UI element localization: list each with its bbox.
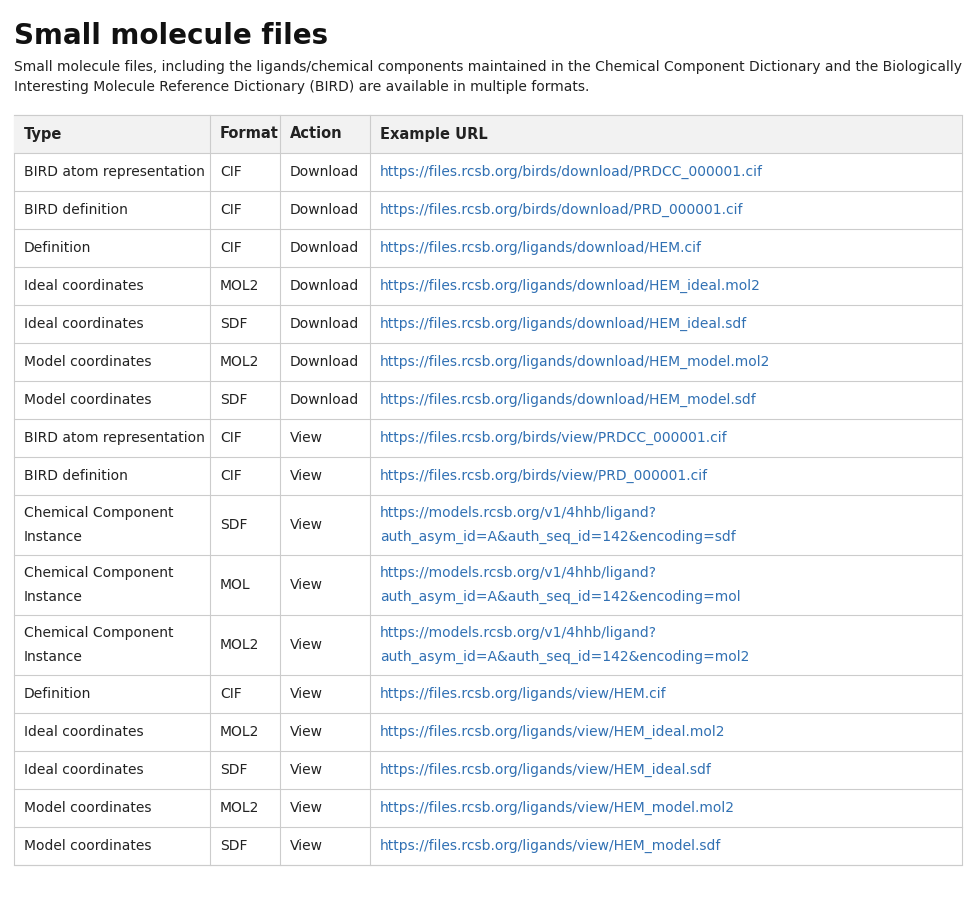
Text: CIF: CIF — [220, 687, 242, 701]
Text: Definition: Definition — [24, 241, 92, 255]
Text: https://models.rcsb.org/v1/4hhb/ligand?: https://models.rcsb.org/v1/4hhb/ligand? — [380, 506, 657, 520]
Text: https://files.rcsb.org/ligands/download/HEM_ideal.mol2: https://files.rcsb.org/ligands/download/… — [380, 279, 761, 293]
Text: https://files.rcsb.org/ligands/download/HEM_model.sdf: https://files.rcsb.org/ligands/download/… — [380, 393, 756, 407]
Text: Download: Download — [290, 355, 359, 369]
Text: Type: Type — [24, 126, 62, 141]
Text: Chemical Component: Chemical Component — [24, 626, 174, 640]
Text: Ideal coordinates: Ideal coordinates — [24, 763, 143, 777]
Text: https://files.rcsb.org/ligands/download/HEM.cif: https://files.rcsb.org/ligands/download/… — [380, 241, 702, 255]
Text: BIRD atom representation: BIRD atom representation — [24, 165, 205, 179]
Bar — [14, 115, 962, 153]
Text: Small molecule files: Small molecule files — [14, 22, 328, 50]
Text: View: View — [290, 578, 323, 592]
Text: https://files.rcsb.org/birds/view/PRDCC_000001.cif: https://files.rcsb.org/birds/view/PRDCC_… — [380, 431, 728, 445]
Text: https://files.rcsb.org/ligands/view/HEM.cif: https://files.rcsb.org/ligands/view/HEM.… — [380, 687, 667, 701]
Text: Ideal coordinates: Ideal coordinates — [24, 279, 143, 293]
Text: MOL2: MOL2 — [220, 638, 260, 652]
Text: Download: Download — [290, 393, 359, 407]
Text: CIF: CIF — [220, 165, 242, 179]
Text: Instance: Instance — [24, 530, 83, 544]
Text: Download: Download — [290, 279, 359, 293]
Text: BIRD atom representation: BIRD atom representation — [24, 431, 205, 445]
Text: CIF: CIF — [220, 241, 242, 255]
Text: Ideal coordinates: Ideal coordinates — [24, 725, 143, 739]
Text: https://files.rcsb.org/ligands/view/HEM_ideal.sdf: https://files.rcsb.org/ligands/view/HEM_… — [380, 763, 712, 777]
Text: Example URL: Example URL — [380, 126, 488, 141]
Text: Download: Download — [290, 241, 359, 255]
Text: View: View — [290, 763, 323, 777]
Text: Model coordinates: Model coordinates — [24, 355, 151, 369]
Text: https://files.rcsb.org/ligands/view/HEM_model.sdf: https://files.rcsb.org/ligands/view/HEM_… — [380, 839, 721, 853]
Text: MOL2: MOL2 — [220, 801, 260, 815]
Text: Download: Download — [290, 203, 359, 217]
Text: https://models.rcsb.org/v1/4hhb/ligand?: https://models.rcsb.org/v1/4hhb/ligand? — [380, 626, 657, 640]
Text: https://files.rcsb.org/ligands/view/HEM_model.mol2: https://files.rcsb.org/ligands/view/HEM_… — [380, 801, 735, 815]
Text: SDF: SDF — [220, 839, 248, 853]
Text: View: View — [290, 638, 323, 652]
Text: BIRD definition: BIRD definition — [24, 469, 128, 483]
Text: https://files.rcsb.org/birds/download/PRDCC_000001.cif: https://files.rcsb.org/birds/download/PR… — [380, 165, 763, 179]
Text: MOL2: MOL2 — [220, 355, 260, 369]
Text: auth_asym_id=A&auth_seq_id=142&encoding=mol2: auth_asym_id=A&auth_seq_id=142&encoding=… — [380, 650, 750, 664]
Text: View: View — [290, 518, 323, 532]
Text: MOL2: MOL2 — [220, 279, 260, 293]
Text: View: View — [290, 687, 323, 701]
Text: Model coordinates: Model coordinates — [24, 839, 151, 853]
Text: CIF: CIF — [220, 431, 242, 445]
Text: View: View — [290, 725, 323, 739]
Text: MOL2: MOL2 — [220, 725, 260, 739]
Text: https://files.rcsb.org/ligands/download/HEM_ideal.sdf: https://files.rcsb.org/ligands/download/… — [380, 317, 748, 331]
Text: auth_asym_id=A&auth_seq_id=142&encoding=mol: auth_asym_id=A&auth_seq_id=142&encoding=… — [380, 590, 741, 604]
Text: Instance: Instance — [24, 590, 83, 604]
Text: View: View — [290, 801, 323, 815]
Text: Model coordinates: Model coordinates — [24, 393, 151, 407]
Text: https://models.rcsb.org/v1/4hhb/ligand?: https://models.rcsb.org/v1/4hhb/ligand? — [380, 566, 657, 580]
Text: View: View — [290, 839, 323, 853]
Text: Definition: Definition — [24, 687, 92, 701]
Text: View: View — [290, 431, 323, 445]
Text: Download: Download — [290, 165, 359, 179]
Text: CIF: CIF — [220, 203, 242, 217]
Text: SDF: SDF — [220, 393, 248, 407]
Text: https://files.rcsb.org/birds/download/PRD_000001.cif: https://files.rcsb.org/birds/download/PR… — [380, 203, 744, 217]
Text: Format: Format — [220, 126, 279, 141]
Text: Ideal coordinates: Ideal coordinates — [24, 317, 143, 331]
Text: SDF: SDF — [220, 518, 248, 532]
Text: https://files.rcsb.org/ligands/download/HEM_model.mol2: https://files.rcsb.org/ligands/download/… — [380, 355, 770, 369]
Text: Chemical Component: Chemical Component — [24, 506, 174, 520]
Text: Instance: Instance — [24, 650, 83, 664]
Text: Small molecule files, including the ligands/chemical components maintained in th: Small molecule files, including the liga… — [14, 60, 962, 93]
Text: View: View — [290, 469, 323, 483]
Text: SDF: SDF — [220, 763, 248, 777]
Text: Chemical Component: Chemical Component — [24, 566, 174, 580]
Text: MOL: MOL — [220, 578, 251, 592]
Text: auth_asym_id=A&auth_seq_id=142&encoding=sdf: auth_asym_id=A&auth_seq_id=142&encoding=… — [380, 530, 736, 544]
Text: CIF: CIF — [220, 469, 242, 483]
Text: Model coordinates: Model coordinates — [24, 801, 151, 815]
Bar — [14, 115, 962, 865]
Text: Download: Download — [290, 317, 359, 331]
Text: SDF: SDF — [220, 317, 248, 331]
Text: BIRD definition: BIRD definition — [24, 203, 128, 217]
Text: Action: Action — [290, 126, 343, 141]
Text: https://files.rcsb.org/ligands/view/HEM_ideal.mol2: https://files.rcsb.org/ligands/view/HEM_… — [380, 725, 725, 739]
Text: https://files.rcsb.org/birds/view/PRD_000001.cif: https://files.rcsb.org/birds/view/PRD_00… — [380, 469, 709, 483]
